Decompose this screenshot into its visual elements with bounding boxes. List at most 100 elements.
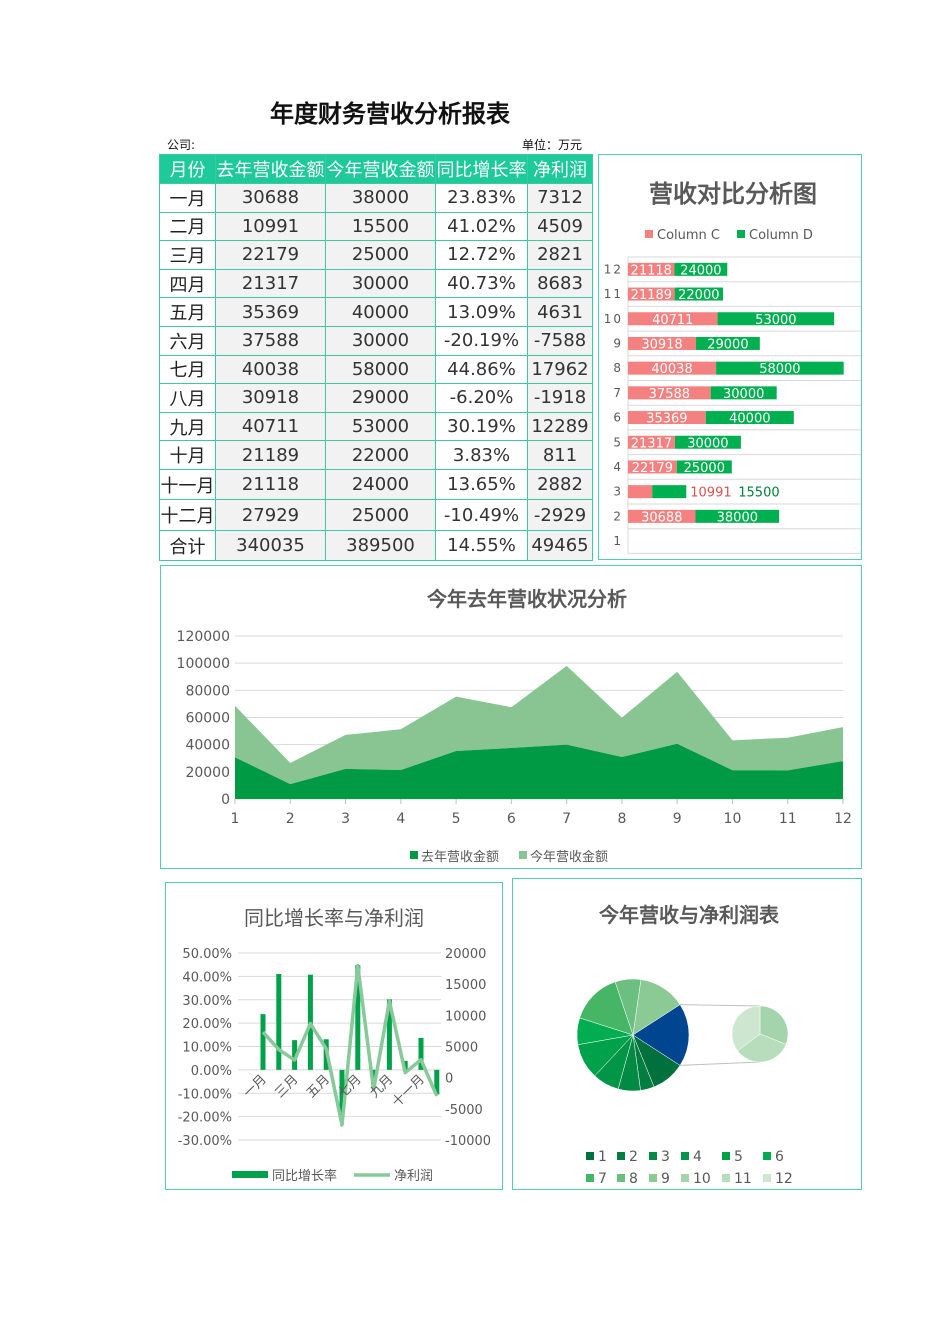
legend-label: Column D — [749, 228, 813, 243]
data-label: 15500 — [738, 486, 779, 501]
table-row: 十一月 21118 24000 13.65% 2882 — [159, 468, 593, 501]
table-row: 八月 30918 29000 -6.20% -1918 — [159, 383, 593, 413]
y-left-tick-label: 10.00% — [182, 1041, 232, 1056]
y-tick-label: 0 — [221, 792, 230, 808]
cell-growth: 13.65% — [435, 468, 528, 501]
y-right-tick-label: 15000 — [445, 978, 486, 993]
category-label: 12 — [604, 262, 623, 276]
table-row: 四月 21317 30000 40.73% 8683 — [159, 268, 593, 299]
legend-label: 同比增长率 — [272, 1168, 337, 1184]
table-row: 三月 22179 25000 12.72% 2821 — [159, 240, 593, 270]
category-label: 1 — [613, 534, 623, 548]
cell-last-year: 10991 — [215, 211, 326, 242]
cell-month: 三月 — [159, 240, 216, 270]
bar — [628, 485, 653, 499]
y-left-tick-label: -30.00% — [178, 1134, 232, 1149]
legend-label: 4 — [693, 1149, 702, 1165]
cell-profit: 8683 — [527, 268, 593, 299]
cell-this-year: 40000 — [325, 297, 436, 327]
data-label: 21317 — [631, 436, 672, 451]
header-growth: 同比增长率 — [435, 154, 528, 184]
x-tick-label: 三月 — [272, 1072, 301, 1101]
cell-this-year: 389500 — [325, 529, 436, 562]
cell-this-year: 25000 — [325, 240, 436, 270]
data-label: 30000 — [723, 387, 764, 402]
legend-swatch — [586, 1152, 594, 1160]
legend-label: 净利润 — [394, 1169, 433, 1184]
data-label: 30000 — [687, 436, 728, 451]
chart-title: 今年去年营收状况分析 — [427, 587, 627, 611]
y-left-tick-label: 0.00% — [191, 1064, 232, 1079]
cell-month: 十二月 — [159, 499, 216, 531]
cell-profit: -2929 — [527, 499, 593, 531]
cell-growth: 44.86% — [435, 354, 528, 385]
table-row: 七月 40038 58000 44.86% 17962 — [159, 354, 593, 385]
legend-label: 1 — [598, 1149, 607, 1165]
x-tick-label: 5 — [452, 811, 461, 827]
y-left-tick-label: 20.00% — [182, 1017, 232, 1032]
legend-label: 9 — [661, 1171, 670, 1187]
y-left-tick-label: 30.00% — [182, 994, 232, 1009]
cell-this-year: 22000 — [325, 440, 436, 470]
cell-growth: 41.02% — [435, 211, 528, 242]
growth-bar — [386, 999, 392, 1070]
category-label: 8 — [613, 361, 623, 375]
revenue-compare-chart-panel: 营收对比分析图 Column C Column D 1 2 30688 38000 3 1099… — [598, 154, 862, 560]
legend-label: 3 — [661, 1149, 670, 1165]
bar — [674, 435, 741, 449]
cell-growth: 12.72% — [435, 240, 528, 270]
growth-bar — [339, 1069, 345, 1118]
cell-last-year: 40038 — [215, 354, 326, 385]
cell-growth: -20.19% — [435, 325, 528, 356]
x-tick-label: 6 — [507, 811, 516, 827]
cell-profit: 2882 — [527, 468, 593, 501]
data-label: 10991 — [690, 486, 731, 501]
x-tick-label: 3 — [341, 811, 350, 827]
bar — [717, 312, 835, 326]
cell-last-year: 27929 — [215, 499, 326, 531]
x-tick-label: 10 — [724, 811, 742, 827]
legend-swatch-bar — [232, 1171, 268, 1178]
legend-swatch — [617, 1174, 625, 1182]
cell-month: 十月 — [159, 440, 216, 470]
connector-line — [680, 1061, 761, 1066]
x-tick-label: 12 — [834, 811, 852, 827]
growth-bar — [434, 1069, 440, 1095]
y-right-tick-label: 10000 — [445, 1009, 486, 1024]
x-tick-label: 4 — [396, 811, 405, 827]
data-label: 38000 — [717, 510, 758, 525]
growth-profit-chart: 同比增长率与净利润 50.00% 40.00% 30.00% 20.00% 10.00% 0… — [178, 906, 491, 1184]
data-label: 58000 — [759, 362, 800, 377]
y-right-tick-label: -10000 — [445, 1134, 491, 1149]
legend-label: Column C — [657, 228, 720, 243]
growth-bar — [292, 1040, 298, 1070]
cell-month: 九月 — [159, 411, 216, 442]
bar — [628, 336, 697, 350]
legend-label: 11 — [734, 1171, 752, 1187]
cell-month: 合计 — [159, 529, 216, 562]
x-tick-label: 11 — [779, 811, 797, 827]
bar — [652, 485, 687, 499]
growth-bar — [418, 1037, 424, 1070]
legend-label: 去年营收金额 — [421, 849, 499, 865]
cell-profit: 49465 — [527, 529, 593, 562]
legend-swatch — [737, 230, 745, 238]
legend-label: 10 — [693, 1171, 711, 1187]
y-right-tick-label: -5000 — [445, 1103, 483, 1118]
cell-month: 四月 — [159, 268, 216, 299]
cell-last-year: 21118 — [215, 468, 326, 501]
data-label: 40711 — [652, 313, 693, 328]
cell-last-year: 30918 — [215, 383, 326, 413]
data-label: 37588 — [649, 387, 690, 402]
cell-month: 二月 — [159, 211, 216, 242]
bar — [628, 386, 711, 400]
category-label: 6 — [613, 411, 623, 425]
unit-label: 单位：万元 — [521, 138, 582, 152]
y-right-tick-label: 5000 — [445, 1041, 478, 1056]
data-label: 24000 — [680, 263, 721, 278]
legend-swatch — [519, 851, 527, 859]
pie-slice — [579, 981, 634, 1036]
y-tick-label: 80000 — [185, 683, 230, 699]
